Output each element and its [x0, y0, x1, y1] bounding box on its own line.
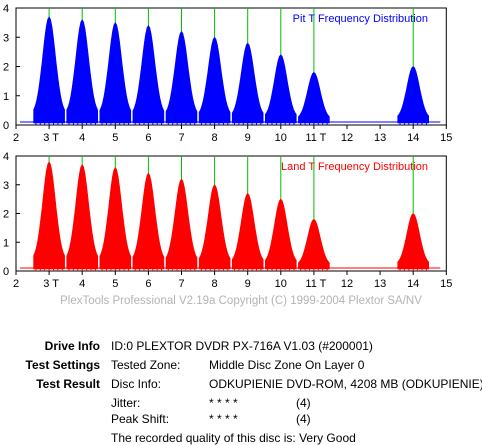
copyright-text: PlexTools Professional V2.19a Copyright …: [60, 295, 422, 307]
tested-zone-label: Tested Zone:: [111, 358, 181, 372]
quality-text: The recorded quality of this disc is: Ve…: [111, 431, 356, 445]
land-peak-7: [165, 178, 198, 270]
pit-peak-3: [33, 16, 65, 124]
drive-info-label: Drive Info: [44, 339, 100, 353]
peak-shift-label: Peak Shift:: [111, 412, 170, 426]
land-peak-3: [33, 161, 65, 270]
pit-y-tick-label: 2: [3, 62, 9, 74]
pit-peak-10: [265, 54, 297, 124]
land-peak-9: [231, 192, 264, 270]
land-x-tick-label: 13: [374, 278, 386, 290]
tested-zone-value: Middle Disc Zone On Layer 0: [209, 358, 365, 372]
pit-y-tick-label: 3: [3, 32, 9, 44]
pit-x-tick-label: 9: [245, 132, 251, 144]
land-x-tick-label: 7: [178, 278, 184, 290]
pit-x-tick-label: 5: [112, 132, 118, 144]
land-peak-10: [265, 198, 297, 270]
peak-shift-score: (4): [296, 412, 311, 426]
jitter-label: Jitter:: [111, 396, 141, 410]
land-x-tick-label: 10: [275, 278, 287, 290]
pit-x-tick-label: 4: [79, 132, 85, 144]
land-y-tick-label: 0: [3, 266, 9, 278]
land-peak-4: [66, 164, 98, 270]
pit-chart-title: Pit T Frequency Distribution: [293, 13, 428, 25]
drive-info-value: ID:0 PLEXTOR DVDR PX-716A V1.03 (#200001…: [111, 339, 373, 353]
pit-x-tick-label: 8: [212, 132, 218, 144]
pit-x-tick-label: 14: [407, 132, 419, 144]
land-x-tick-label: 6: [145, 278, 151, 290]
pit-x-tick-label: 6: [145, 132, 151, 144]
peak-shift-stars: * * * *: [209, 412, 238, 426]
land-peak-14: [397, 213, 429, 270]
pit-y-tick-label: 4: [3, 3, 9, 15]
jitter-score: (4): [296, 396, 311, 410]
pit-x-tick-label: 13: [374, 132, 386, 144]
land-y-tick-label: 3: [3, 180, 9, 192]
jitter-stars: * * * *: [209, 396, 238, 410]
land-y-tick-label: 4: [3, 151, 9, 163]
disc-info-value: ODKUPIENIE DVD-ROM, 4208 MB (ODKUPIENIE): [209, 377, 482, 391]
land-x-tick-label: 11 T: [305, 278, 326, 290]
land-x-tick-label: 3 T: [43, 278, 59, 290]
land-x-tick-label: 12: [341, 278, 353, 290]
land-x-tick-label: 2: [13, 278, 19, 290]
pit-peak-7: [165, 30, 198, 124]
pit-peak-5: [99, 22, 132, 124]
land-x-tick-label: 4: [79, 278, 85, 290]
pit-y-tick-label: 0: [3, 120, 9, 132]
land-x-tick-label: 5: [112, 278, 118, 290]
pit-y-tick-label: 1: [3, 91, 9, 103]
pit-x-tick-label: 12: [341, 132, 353, 144]
test-result-label: Test Result: [36, 377, 100, 391]
pit-peak-9: [231, 42, 264, 124]
land-y-tick-label: 1: [3, 237, 9, 249]
land-peak-6: [132, 172, 165, 270]
pit-x-tick-label: 10: [275, 132, 287, 144]
pit-peak-14: [397, 66, 429, 124]
land-x-tick-label: 15: [440, 278, 452, 290]
disc-info-label: Disc Info:: [111, 377, 162, 391]
test-settings-label: Test Settings: [25, 358, 100, 372]
land-x-tick-label: 14: [407, 278, 419, 290]
land-peak-11: [298, 218, 330, 270]
pit-peak-6: [132, 24, 165, 124]
land-x-tick-label: 8: [212, 278, 218, 290]
land-peak-8: [198, 184, 231, 270]
land-chart-title: Land T Frequency Distribution: [281, 161, 428, 173]
pit-x-tick-label: 11 T: [305, 132, 326, 144]
pit-x-tick-label: 7: [178, 132, 184, 144]
land-x-tick-label: 9: [245, 278, 251, 290]
land-peak-5: [99, 166, 132, 270]
pit-x-tick-label: 3 T: [43, 132, 59, 144]
pit-peak-8: [198, 36, 231, 124]
pit-peak-11: [298, 71, 330, 124]
pit-peak-4: [66, 19, 98, 124]
pit-x-tick-label: 15: [440, 132, 452, 144]
pit-x-tick-label: 2: [13, 132, 19, 144]
land-y-tick-label: 2: [3, 209, 9, 221]
